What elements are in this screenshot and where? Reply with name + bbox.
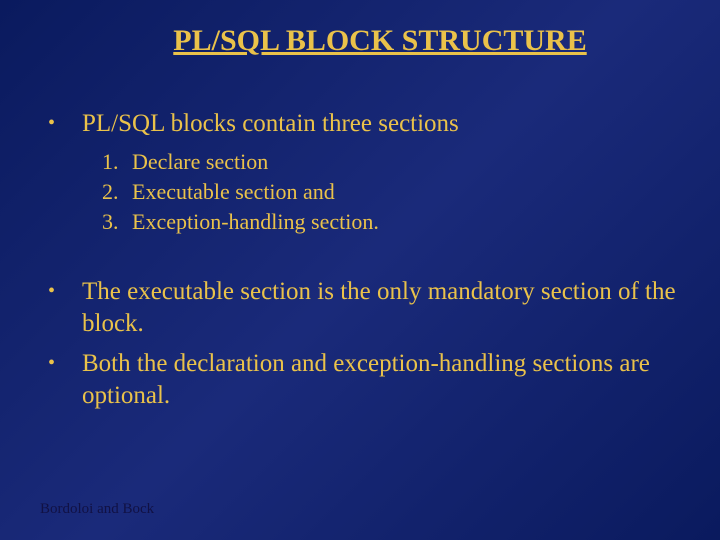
slide-title: PL/SQL BLOCK STRUCTURE [80,24,680,58]
numbered-text: Declare section [132,148,268,176]
numbered-item: 2. Executable section and [102,178,680,206]
numbered-text: Executable section and [132,178,335,206]
number-marker: 2. [102,178,132,206]
bullet-text: Both the declaration and exception-handl… [82,348,680,412]
numbered-item: 3. Exception-handling section. [102,208,680,236]
bullet-marker: • [40,276,82,306]
bullet-item: • The executable section is the only man… [40,276,680,340]
bullet-text: The executable section is the only manda… [82,276,680,340]
bullet-item: • PL/SQL blocks contain three sections [40,108,680,140]
bullet-marker: • [40,348,82,378]
bullet-item: • Both the declaration and exception-han… [40,348,680,412]
numbered-text: Exception-handling section. [132,208,379,236]
number-marker: 1. [102,148,132,176]
slide: PL/SQL BLOCK STRUCTURE • PL/SQL blocks c… [0,0,720,540]
bullet-marker: • [40,108,82,138]
numbered-list: 1. Declare section 2. Executable section… [102,148,680,236]
footer-credit: Bordoloi and Bock [40,501,154,518]
numbered-item: 1. Declare section [102,148,680,176]
bullet-text: PL/SQL blocks contain three sections [82,108,680,140]
number-marker: 3. [102,208,132,236]
